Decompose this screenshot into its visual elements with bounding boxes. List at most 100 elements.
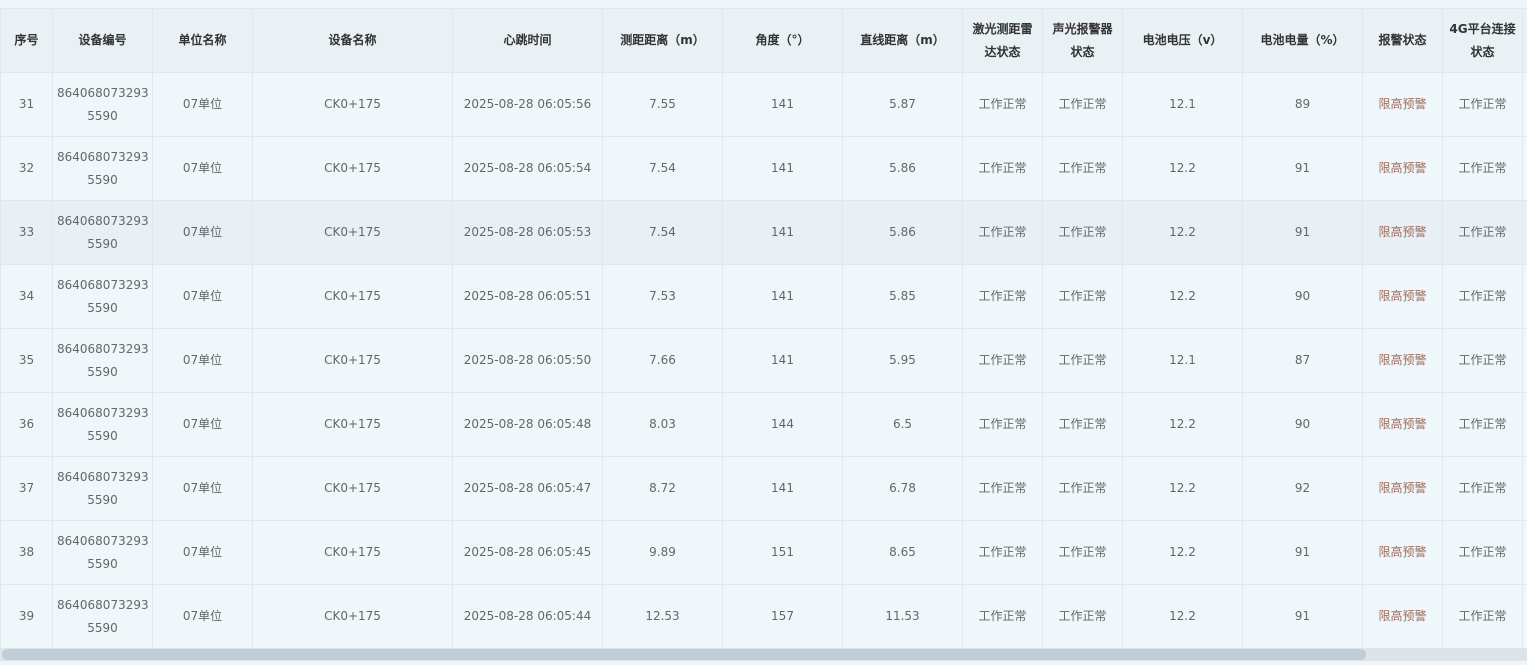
table-cell: 工作正常 [962, 456, 1043, 521]
table-cell: 工作正常 [1442, 200, 1523, 265]
table-cell: 工作正常 [1042, 392, 1123, 457]
table-cell: 07单位 [152, 72, 253, 137]
table-cell: 38 [0, 520, 53, 585]
table-cell: 2025-08-28 06:05:54 [452, 136, 603, 201]
table-cell [1522, 200, 1527, 265]
table-cell: 工作正常 [962, 328, 1043, 393]
table-row[interactable]: 36 864068073293 5590 07单位 CK0+175 2025-08-28… [0, 392, 1527, 457]
table-row[interactable]: 37 864068073293 5590 07单位 CK0+175 2025-08-28… [0, 456, 1527, 521]
table-row[interactable]: 38 864068073293 5590 07单位 CK0+175 2025-08-28… [0, 520, 1527, 585]
table-cell: 5.86 [842, 136, 963, 201]
table-cell: 8.03 [602, 392, 723, 457]
table-cell: 864068073293 5590 [52, 328, 153, 393]
table-cell: 141 [722, 264, 843, 329]
table-cell: 07单位 [152, 328, 253, 393]
column-header: 序号 [0, 8, 53, 73]
table-cell: 2025-08-28 06:05:45 [452, 520, 603, 585]
table-cell [1522, 328, 1527, 393]
table-cell: 07单位 [152, 264, 253, 329]
table-cell: 141 [722, 72, 843, 137]
table-cell: 91 [1242, 584, 1363, 648]
table-cell: 2025-08-28 06:05:53 [452, 200, 603, 265]
table-cell: 工作正常 [1442, 456, 1523, 521]
table-cell: 90 [1242, 392, 1363, 457]
table-cell: 157 [722, 584, 843, 648]
table-row[interactable]: 35 864068073293 5590 07单位 CK0+175 2025-08-28… [0, 328, 1527, 393]
table-cell: 工作正常 [1042, 520, 1123, 585]
table-row[interactable]: 32 864068073293 5590 07单位 CK0+175 2025-08-28… [0, 136, 1527, 201]
table-cell: 2025-08-28 06:05:56 [452, 72, 603, 137]
table-row[interactable]: 34 864068073293 5590 07单位 CK0+175 2025-08-28… [0, 264, 1527, 329]
table-cell: 工作正常 [1442, 72, 1523, 137]
table-cell: 工作正常 [1042, 264, 1123, 329]
table-cell: 87 [1242, 328, 1363, 393]
table-cell: 工作正常 [1042, 200, 1123, 265]
table-cell: 5.85 [842, 264, 963, 329]
table-cell: 5.86 [842, 200, 963, 265]
table-cell: 工作正常 [1042, 328, 1123, 393]
table-cell: 89 [1242, 72, 1363, 137]
table-cell: 141 [722, 200, 843, 265]
table-cell: 07单位 [152, 392, 253, 457]
table-cell: 07单位 [152, 456, 253, 521]
table-cell: 90 [1242, 264, 1363, 329]
table-cell: 36 [0, 392, 53, 457]
table-cell: 5.95 [842, 328, 963, 393]
table-cell [1522, 584, 1527, 648]
column-header: 角度（°） [722, 8, 843, 73]
table-cell: 141 [722, 136, 843, 201]
column-header: 激光测距雷达状态 [962, 8, 1043, 73]
scrollbar-thumb[interactable] [2, 649, 1366, 660]
table-cell: 12.2 [1122, 136, 1243, 201]
table-cell: 33 [0, 200, 53, 265]
table-cell [1522, 72, 1527, 137]
table-cell: 39 [0, 584, 53, 648]
table-cell: 工作正常 [1442, 328, 1523, 393]
table-row[interactable]: 31 864068073293 5590 07单位 CK0+175 2025-08-28… [0, 72, 1527, 137]
table-cell: 2025-08-28 06:05:50 [452, 328, 603, 393]
table-cell: 7.66 [602, 328, 723, 393]
table-cell: 2025-08-28 06:05:44 [452, 584, 603, 648]
table-cell: CK0+175 [252, 392, 453, 457]
table-cell: 9.89 [602, 520, 723, 585]
table-cell: 7.55 [602, 72, 723, 137]
table-cell: 864068073293 5590 [52, 264, 153, 329]
table-cell: CK0+175 [252, 200, 453, 265]
table-cell: 12.2 [1122, 392, 1243, 457]
data-table-container: 序号 设备编号 单位名称 设备名称 心跳时间 测距距离（m） 角度（°） 直线距离（m） 激光测… [0, 8, 1527, 648]
table-row[interactable]: 33 864068073293 5590 07单位 CK0+175 2025-08-28… [0, 200, 1527, 265]
column-header [1522, 8, 1527, 73]
table-cell: 864068073293 5590 [52, 200, 153, 265]
column-header: 单位名称 [152, 8, 253, 73]
table-cell [1522, 136, 1527, 201]
column-header: 测距距离（m） [602, 8, 723, 73]
table-header: 序号 设备编号 单位名称 设备名称 心跳时间 测距距离（m） 角度（°） 直线距离（m） 激光测… [0, 8, 1527, 73]
table-cell: 工作正常 [1042, 72, 1123, 137]
table-cell: 91 [1242, 136, 1363, 201]
table-cell: 6.5 [842, 392, 963, 457]
table-cell: 92 [1242, 456, 1363, 521]
column-header: 电池电量（%） [1242, 8, 1363, 73]
table-cell: 34 [0, 264, 53, 329]
table-cell: 7.54 [602, 136, 723, 201]
horizontal-scrollbar[interactable] [0, 648, 1527, 661]
table-cell: 工作正常 [1442, 520, 1523, 585]
table-cell: 12.2 [1122, 456, 1243, 521]
table-cell: 限高预警 [1362, 264, 1443, 329]
table-cell: 12.1 [1122, 72, 1243, 137]
table-cell: 工作正常 [1442, 392, 1523, 457]
column-header: 直线距离（m） [842, 8, 963, 73]
table-cell: 864068073293 5590 [52, 392, 153, 457]
table-cell: 07单位 [152, 520, 253, 585]
table-row[interactable]: 39 864068073293 5590 07单位 CK0+175 2025-08-28… [0, 584, 1527, 648]
table-cell: CK0+175 [252, 328, 453, 393]
column-header: 设备名称 [252, 8, 453, 73]
table-cell: 2025-08-28 06:05:48 [452, 392, 603, 457]
table-cell: CK0+175 [252, 264, 453, 329]
table-cell: 07单位 [152, 200, 253, 265]
column-header: 报警状态 [1362, 8, 1443, 73]
table-cell: 8.72 [602, 456, 723, 521]
table-cell: 工作正常 [962, 200, 1043, 265]
table-cell: 5.87 [842, 72, 963, 137]
column-header: 4G平台连接状态 [1442, 8, 1523, 73]
